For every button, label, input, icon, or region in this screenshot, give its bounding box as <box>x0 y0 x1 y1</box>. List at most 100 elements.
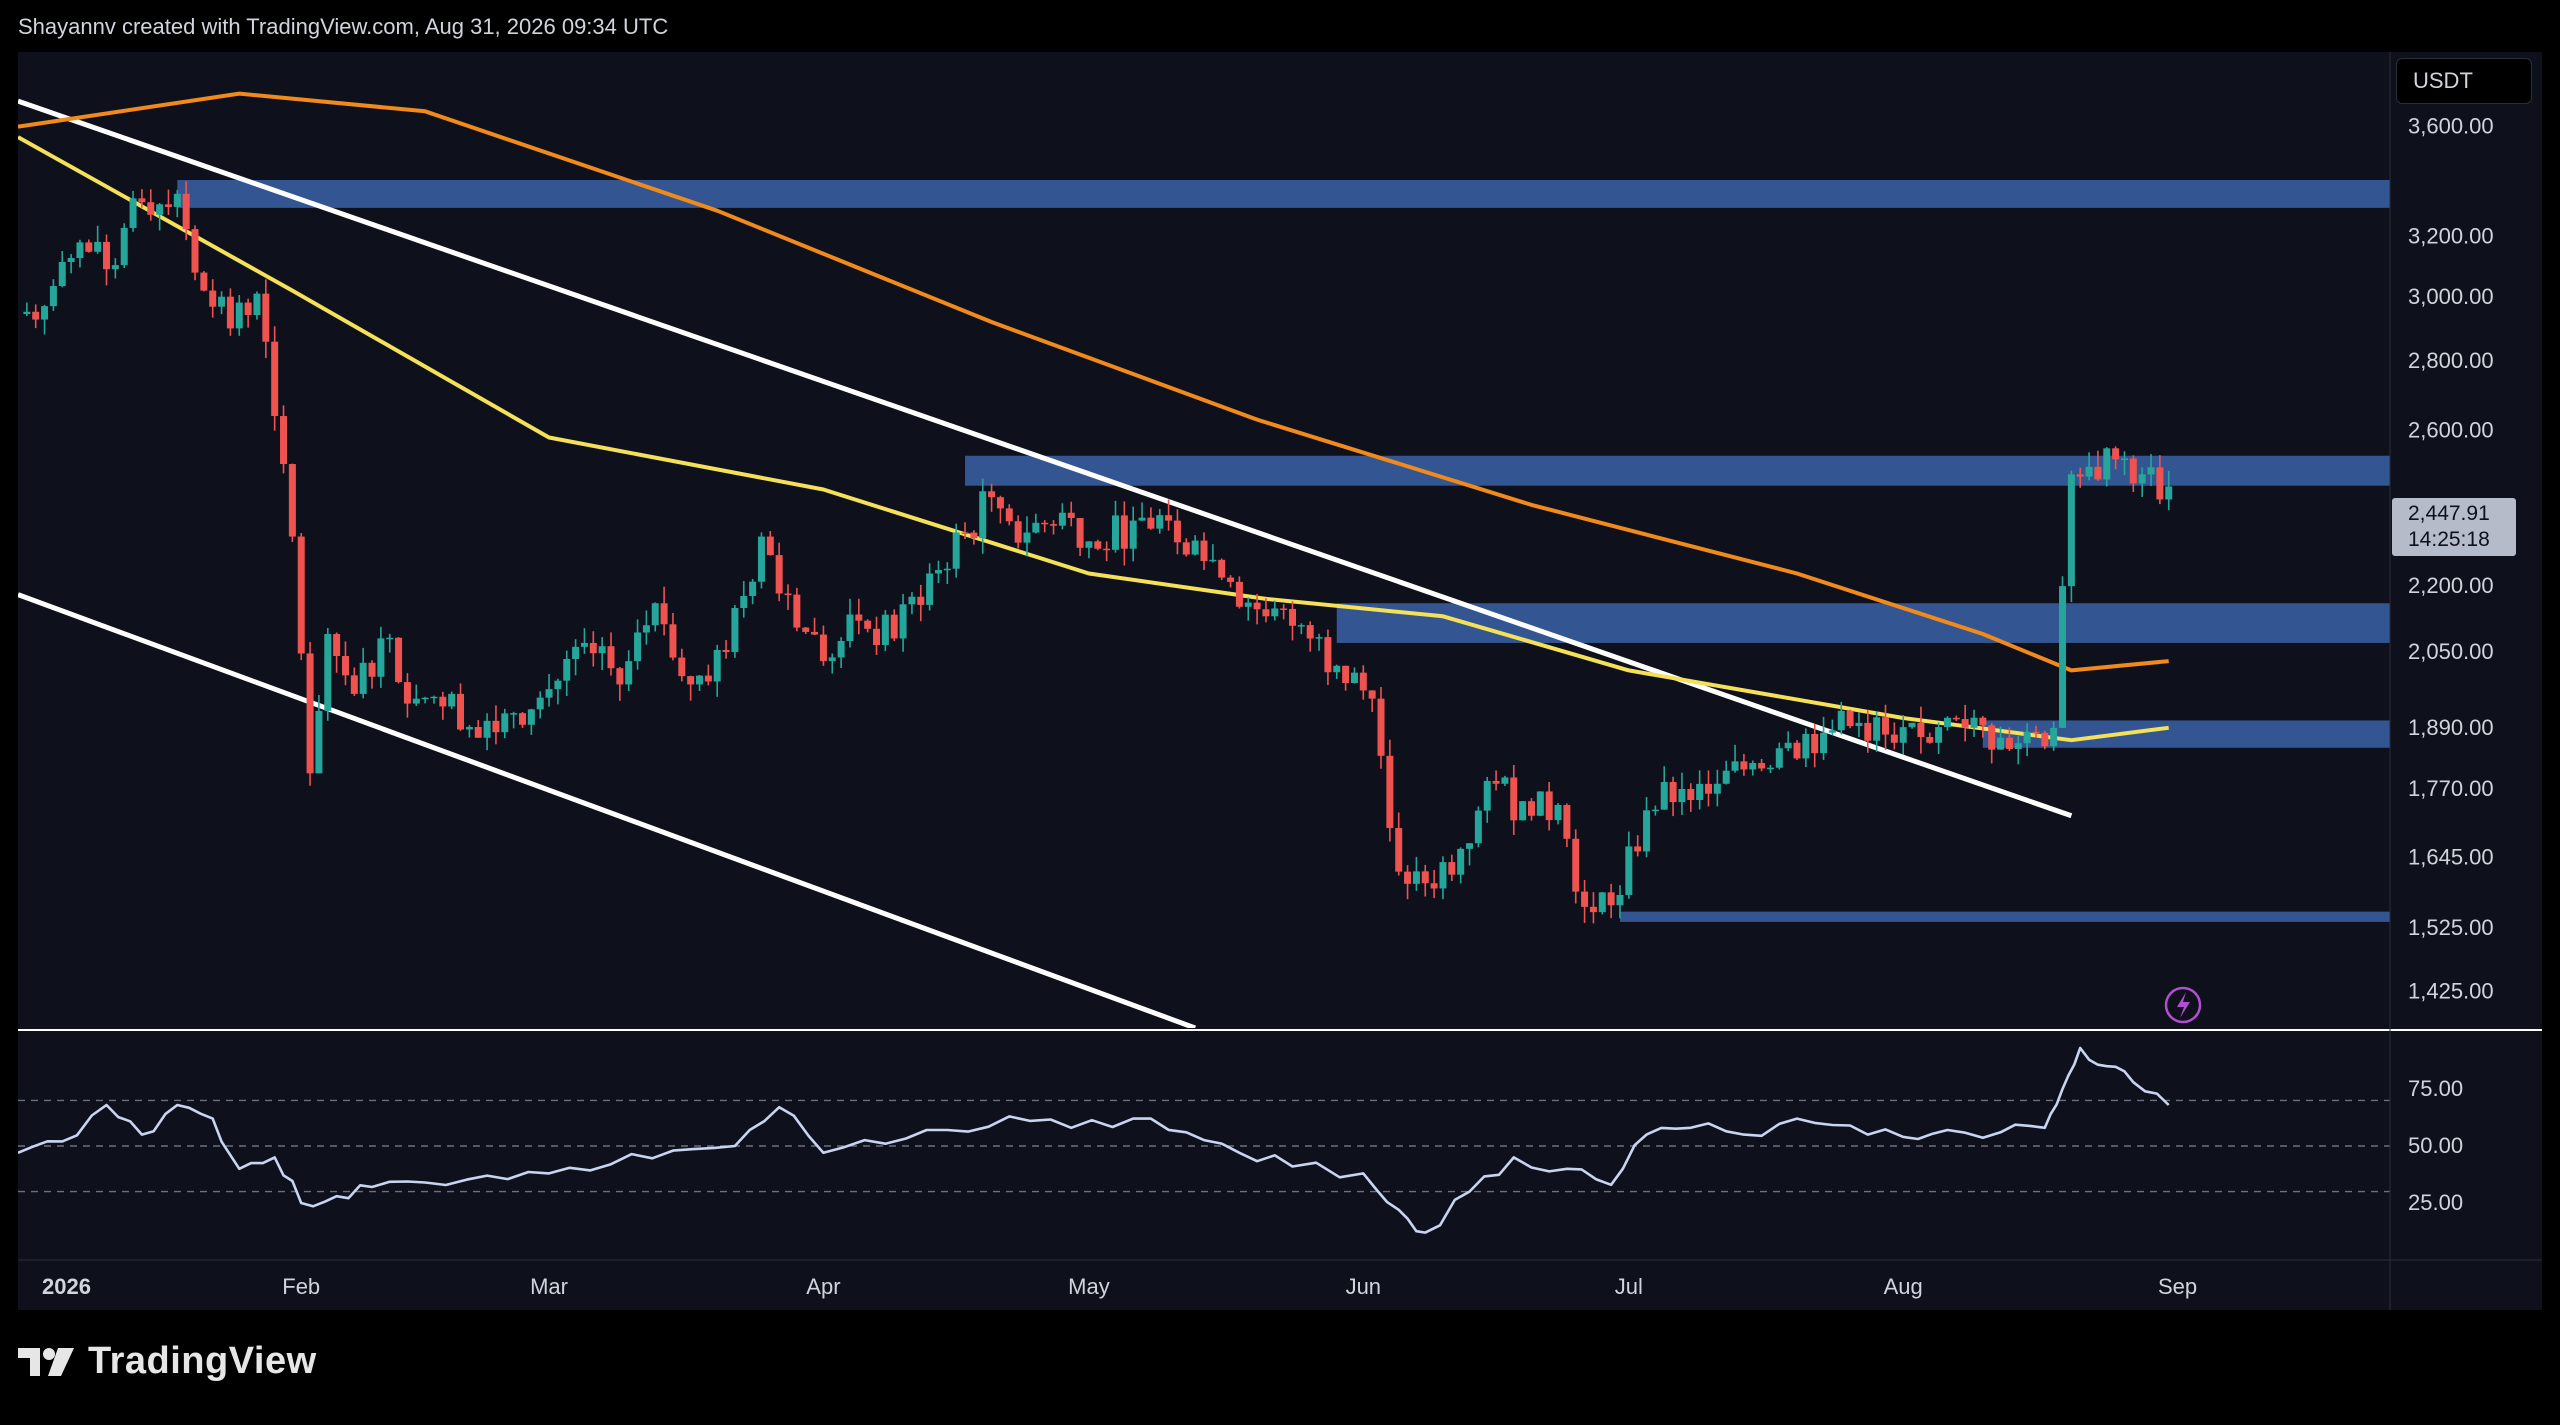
candle-layer <box>23 181 2173 924</box>
candle <box>67 254 75 274</box>
candle <box>1342 665 1350 691</box>
candle <box>1235 576 1243 609</box>
candle <box>1289 601 1297 641</box>
candle <box>147 189 155 221</box>
candle <box>642 610 650 645</box>
candle <box>200 271 208 292</box>
tradingview-logo[interactable]: TradingView <box>18 1340 317 1383</box>
candle <box>713 644 721 697</box>
candle <box>873 616 881 655</box>
channel-line[interactable] <box>18 592 1197 1028</box>
candle <box>1935 722 1943 754</box>
last-price-countdown: 14:25:18 <box>2408 528 2490 551</box>
candle <box>218 291 226 315</box>
candle <box>554 678 562 705</box>
candle <box>350 667 358 696</box>
candle <box>1350 667 1358 684</box>
channel-layer <box>18 98 2073 1028</box>
candle <box>1501 775 1509 787</box>
candle <box>819 625 827 666</box>
candle <box>1696 770 1704 810</box>
y-tick-label: 1,425.00 <box>2408 978 2494 1003</box>
candle <box>1510 764 1518 836</box>
support-resistance-zone <box>1619 911 2390 922</box>
candle <box>1041 520 1049 533</box>
candle <box>607 632 615 676</box>
candle <box>970 530 978 545</box>
candle <box>669 612 677 661</box>
candle <box>1917 706 1925 754</box>
y-tick-label: 3,200.00 <box>2408 224 2494 249</box>
candle <box>85 239 93 253</box>
candle <box>864 619 872 633</box>
candle <box>1970 709 1978 737</box>
candle <box>103 234 111 286</box>
candle <box>253 291 261 320</box>
candle <box>1058 503 1066 530</box>
candle <box>1129 506 1137 562</box>
candle <box>1412 856 1420 891</box>
candle <box>403 673 411 718</box>
channel-line[interactable] <box>18 98 2073 819</box>
candle <box>120 223 128 268</box>
candle <box>598 637 606 671</box>
candle <box>837 637 845 668</box>
candle <box>1244 597 1252 621</box>
candle <box>1050 520 1058 535</box>
candle <box>1182 538 1190 557</box>
x-axis: 2026 Feb Mar Apr May Jun Jul Aug Sep <box>42 1274 2197 1299</box>
candle <box>288 463 296 543</box>
alert-icon[interactable] <box>2164 986 2202 1024</box>
candle <box>1103 541 1111 562</box>
candle <box>1430 869 1438 899</box>
x-tick-label: Aug <box>1884 1274 1923 1299</box>
candle <box>1997 726 2005 750</box>
y-tick-label: 2,800.00 <box>2408 348 2494 373</box>
candle <box>749 578 757 605</box>
candle <box>94 225 102 254</box>
candle <box>341 641 349 686</box>
candle <box>2059 576 2067 728</box>
candle <box>1899 715 1907 755</box>
candle <box>2041 730 2049 750</box>
candle <box>1598 892 1606 915</box>
candle <box>1563 803 1571 848</box>
candle <box>775 542 783 602</box>
last-price-value: 2,447.91 <box>2408 502 2490 525</box>
candle <box>1421 864 1429 897</box>
candle <box>1758 758 1766 772</box>
candle <box>952 523 960 578</box>
candle <box>1793 740 1801 761</box>
y-tick-label: 2,600.00 <box>2408 417 2494 442</box>
y-tick-label: 3,600.00 <box>2408 114 2494 139</box>
candle <box>1404 865 1412 900</box>
candle <box>1173 509 1181 555</box>
x-tick-label: 2026 <box>42 1274 91 1299</box>
candle <box>1466 843 1474 866</box>
candle <box>191 225 199 281</box>
candle <box>465 725 473 738</box>
candle <box>1492 770 1500 791</box>
candle <box>1147 507 1155 530</box>
candle <box>2156 455 2164 505</box>
candle <box>1227 575 1235 588</box>
candle <box>49 279 57 311</box>
currency-selector[interactable]: USDT <box>2396 58 2532 104</box>
candle <box>1085 541 1093 559</box>
candle <box>1820 716 1828 760</box>
candle <box>855 598 863 635</box>
x-tick-label: Mar <box>530 1274 568 1299</box>
candle <box>156 202 164 231</box>
candle <box>1908 722 1916 729</box>
last-price-label: 2,447.91 14:25:18 <box>2392 498 2516 556</box>
candle <box>1634 835 1642 857</box>
candle <box>1014 515 1022 549</box>
candle <box>687 675 695 701</box>
candle <box>58 251 66 288</box>
candle <box>634 619 642 670</box>
candle <box>430 695 438 704</box>
candle <box>1890 722 1898 750</box>
candle <box>1324 629 1332 686</box>
rsi-line <box>18 1046 2170 1234</box>
